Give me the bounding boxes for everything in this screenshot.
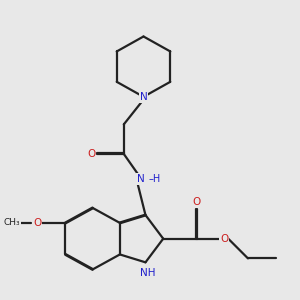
Text: N: N: [137, 174, 145, 184]
Text: –H: –H: [148, 174, 160, 184]
Text: O: O: [33, 218, 41, 228]
Text: O: O: [87, 149, 96, 159]
Text: N: N: [140, 92, 147, 102]
Text: NH: NH: [140, 268, 155, 278]
Text: CH₃: CH₃: [3, 218, 20, 227]
Text: O: O: [220, 234, 228, 244]
Text: O: O: [193, 197, 201, 207]
